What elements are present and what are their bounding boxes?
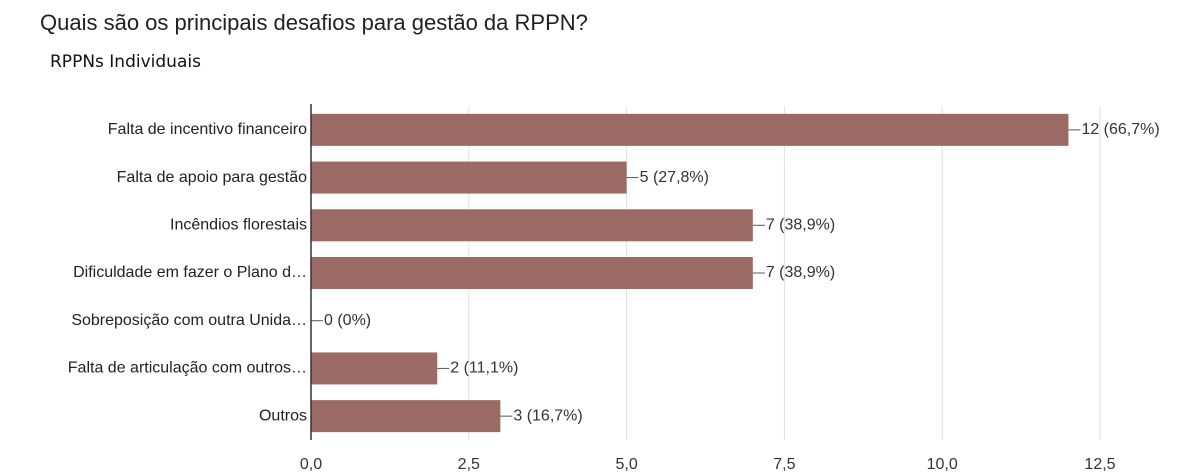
y-tick-label: Falta de incentivo financeiro [108, 121, 307, 138]
x-tick-label: 7,5 [773, 456, 795, 473]
data-label: 7 (38,9%) [766, 264, 835, 281]
y-tick-label: Falta de articulação com outros… [68, 360, 307, 377]
bar [311, 400, 501, 433]
bar [311, 209, 753, 242]
bar [311, 113, 1069, 146]
x-tick-label: 5,0 [615, 456, 637, 473]
y-tick-label: Dificuldade em fazer o Plano d… [73, 264, 307, 281]
bar [311, 352, 438, 385]
x-tick-label: 12,5 [1084, 456, 1115, 473]
data-label: 0 (0%) [324, 312, 371, 329]
data-label: 12 (66,7%) [1081, 121, 1159, 138]
data-label: 7 (38,9%) [766, 217, 835, 234]
data-label: 2 (11,1%) [450, 360, 518, 377]
bar [311, 161, 627, 194]
x-tick-label: 0,0 [300, 456, 322, 473]
bar [311, 257, 753, 289]
x-tick-label: 2,5 [458, 456, 480, 473]
chart-title: Quais são os principais desafios para ge… [40, 10, 588, 35]
data-label: 3 (16,7%) [513, 407, 582, 424]
y-tick-label: Outros [259, 407, 307, 424]
y-tick-label: Falta de apoio para gestão [117, 169, 307, 186]
x-tick-label: 10,0 [927, 456, 958, 473]
y-tick-label: Sobreposição com outra Unida… [71, 312, 307, 329]
chart-subtitle: RPPNs Individuais [50, 52, 201, 72]
y-tick-label: Incêndios florestais [170, 217, 307, 234]
data-label: 5 (27,8%) [640, 169, 709, 186]
